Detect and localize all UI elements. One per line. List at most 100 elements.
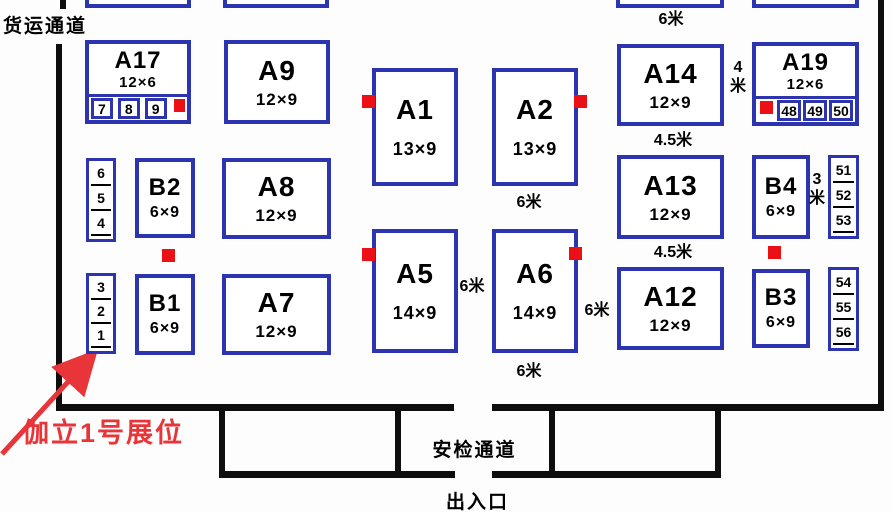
booth-substrip: 48 49 50 — [756, 96, 855, 122]
booth-a2: A2 13×9 — [492, 68, 578, 186]
mini-booth-4: 4 — [91, 211, 111, 236]
mini-booth-56: 56 — [833, 320, 854, 345]
booth-b2: B2 6×9 — [135, 158, 195, 238]
distance-label-4: 4.5米 — [653, 132, 693, 149]
booth-label-area: A2 13×9 — [496, 72, 574, 182]
booth-dimensions: 6×9 — [149, 320, 181, 337]
booth-label-area: A14 12×9 — [621, 48, 720, 122]
booth-label-area: B2 6×9 — [139, 162, 191, 234]
booth-id: A1 — [396, 94, 434, 125]
mini-booth-49: 49 — [803, 100, 827, 121]
booth-label-area: A6 14×9 — [496, 233, 574, 349]
booth-a5: A5 14×9 — [372, 229, 458, 353]
distance-label-6: 4.5米 — [653, 244, 693, 261]
booth-dimensions: 12×9 — [649, 92, 692, 112]
wall-bottom-right-segment — [492, 404, 884, 411]
vestibule-divider-right — [549, 404, 555, 478]
freight-channel-label: 货运通道 — [3, 16, 88, 37]
booth-label-area: B4 6×9 — [756, 159, 806, 235]
booth-label-area: A13 12×9 — [621, 159, 720, 235]
booth-id: A13 — [643, 169, 698, 201]
booth-dimensions: 12×6 — [786, 75, 825, 93]
booth-dimensions: 13×9 — [512, 139, 558, 159]
mini-booth-48: 48 — [777, 100, 801, 121]
booth-id: A19 — [781, 48, 830, 76]
vestibule-divider-left — [395, 404, 401, 478]
booth-id: B3 — [764, 284, 798, 311]
booth-label-area: A17 12×6 — [89, 44, 187, 94]
booth-id: A17 — [114, 46, 162, 74]
distance-label-9: 6米 — [516, 363, 542, 380]
booth-id: A12 — [643, 281, 698, 312]
red-marker-2 — [574, 95, 587, 108]
mini-booth-2: 2 — [91, 300, 111, 324]
vestibule-left-edge — [219, 404, 225, 478]
mini-booth-52: 52 — [833, 183, 854, 208]
booth-label-area: A7 12×9 — [226, 278, 327, 351]
booth-a14: A14 12×9 — [617, 44, 724, 126]
security-channel-label: 安检通道 — [432, 440, 517, 461]
wall-left — [56, 44, 62, 411]
booth-dimensions: 14×9 — [392, 303, 438, 323]
booth-label-area: B3 6×9 — [756, 273, 806, 344]
booth-id: A5 — [396, 258, 434, 289]
red-marker-4 — [362, 248, 375, 261]
booth-label-area: A9 12×9 — [228, 44, 326, 120]
booth-dimensions: 12×6 — [119, 73, 157, 91]
red-marker — [760, 101, 773, 114]
mini-booth-51: 51 — [833, 158, 854, 183]
booth-id: A6 — [516, 258, 554, 289]
mini-booth-5: 5 — [91, 186, 111, 211]
wall-top-stub — [60, 0, 66, 9]
booth-label-area: A19 12×6 — [756, 46, 855, 96]
distance-label-8: 6米 — [584, 302, 610, 319]
wall-bottom-left-segment — [56, 404, 454, 411]
booth-id: A7 — [257, 287, 296, 318]
vestibule-bottom-left-segment — [219, 471, 455, 478]
booth-id: A8 — [257, 171, 296, 202]
booth-b1: B1 6×9 — [135, 274, 195, 355]
booth-a9: A9 12×9 — [224, 40, 330, 124]
booth-id: B4 — [764, 172, 798, 200]
red-marker-5 — [569, 247, 582, 260]
booth-label-area: B1 6×9 — [139, 278, 191, 351]
booth-a17: A17 12×6 7 8 9 — [85, 40, 191, 124]
red-marker — [173, 99, 185, 112]
red-marker-6 — [768, 246, 781, 259]
booth-a1: A1 13×9 — [372, 68, 458, 186]
mini-booth-55: 55 — [833, 295, 854, 320]
mini-booth-7: 7 — [91, 98, 113, 119]
booth-label-area: A1 13×9 — [376, 72, 454, 182]
booth-a8: A8 12×9 — [222, 158, 331, 239]
booth-label-area: A12 12×9 — [621, 271, 720, 346]
booth-dimensions: 12×9 — [649, 316, 692, 335]
booth-id: A2 — [516, 94, 554, 125]
booth-dimensions: 12×9 — [255, 206, 298, 225]
mini-booth-6: 6 — [91, 161, 111, 186]
booth-stack-54-55-56: 54 55 56 — [828, 267, 859, 351]
booth-id: A14 — [643, 57, 698, 89]
distance-label-1: 6米 — [658, 11, 684, 28]
booth-a7: A7 12×9 — [222, 274, 331, 355]
mini-booth-9: 9 — [144, 98, 167, 119]
vestibule-bottom-right-segment — [492, 471, 721, 478]
partial-booth-top-2 — [223, 0, 329, 8]
booth-b4: B4 6×9 — [752, 155, 810, 239]
annotation-arrow — [0, 348, 99, 456]
booth-a6: A6 14×9 — [492, 229, 578, 353]
booth-a12: A12 12×9 — [617, 267, 724, 350]
mini-booth-54: 54 — [833, 270, 854, 295]
red-marker-3 — [162, 249, 175, 262]
booth-dimensions: 6×9 — [149, 203, 181, 221]
mini-booth-53: 53 — [833, 208, 854, 233]
annotation-booth1-label: 伽立1号展位 — [22, 418, 185, 448]
booth-id: B1 — [148, 290, 182, 317]
booth-dimensions: 12×9 — [255, 89, 299, 109]
distance-label-7: 6米 — [459, 278, 485, 295]
